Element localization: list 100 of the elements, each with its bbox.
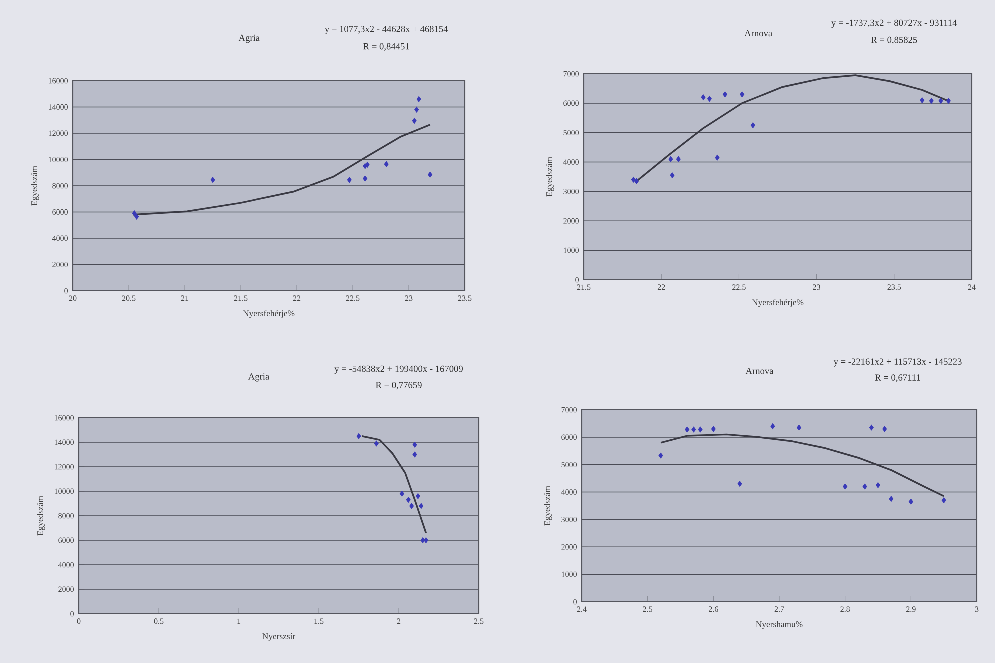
y-tick-label: 4000	[52, 236, 68, 242]
x-tick-label: 22.5	[346, 296, 360, 302]
x-tick-label: 2	[397, 618, 401, 624]
y-tick-label: 6000	[562, 434, 577, 440]
point	[738, 481, 742, 487]
text: R = 0,77659	[376, 382, 422, 390]
text: y = -1737,3x2 + 80727x - 931114	[832, 20, 958, 28]
x-tick-label: 0	[77, 618, 81, 624]
point	[942, 498, 946, 504]
point	[412, 118, 417, 124]
point	[414, 106, 420, 113]
y-tick-label: 12000	[49, 130, 68, 136]
point	[374, 440, 379, 447]
point	[631, 177, 636, 183]
y-tick-label: 0	[574, 599, 577, 605]
y-tick-label: 1000	[564, 248, 579, 254]
y-tick-label: 14000	[55, 440, 74, 446]
x-tick-label: 23.5	[458, 296, 472, 302]
y-tick-label: 4000	[561, 490, 577, 495]
chart-title: Arnova	[744, 30, 772, 37]
y-tick-label: 12000	[55, 464, 74, 470]
x-tick-label: 3	[975, 606, 979, 612]
y-axis-title: Egyedszám	[546, 157, 554, 197]
x-tick-label: 24	[968, 284, 976, 290]
point	[210, 177, 216, 184]
y-tick-label: 8000	[52, 183, 68, 189]
point	[711, 426, 716, 432]
y-tick-label: 0	[576, 277, 579, 283]
x-tick-label: 22.5	[732, 284, 746, 290]
point	[428, 172, 433, 178]
x-tick-label: 2.7	[774, 606, 784, 612]
x-tick-label: 21	[181, 296, 189, 301]
point	[770, 424, 776, 430]
x-tick-label: 22	[293, 296, 301, 301]
y-tick-label: 5000	[564, 130, 579, 136]
point	[869, 424, 874, 431]
y-tick-label: 8000	[58, 513, 74, 519]
point	[843, 484, 848, 490]
point	[132, 210, 137, 216]
y-tick-label: 0	[70, 611, 74, 617]
point	[416, 493, 420, 500]
y-tick-label: 16000	[55, 415, 74, 421]
y-tick-label: 6000	[58, 538, 74, 544]
text: R = 0,85825	[871, 36, 918, 45]
chart-title: Agria	[238, 34, 260, 44]
x-tick-label: 23	[405, 296, 413, 302]
point	[412, 442, 418, 448]
point	[722, 92, 728, 98]
x-tick-label: 2.5	[474, 618, 484, 624]
point	[347, 177, 352, 184]
point	[363, 176, 368, 182]
point	[750, 122, 756, 128]
x-axis-title: Nyersfehérje%	[243, 310, 295, 318]
y-tick-label: 6000	[564, 100, 579, 106]
x-tick-label: 2.9	[906, 606, 916, 612]
point	[740, 92, 745, 98]
y-tick-label: 14000	[49, 104, 68, 110]
text: y = 1077,3x2 - 44628x + 468154	[325, 26, 448, 34]
point	[685, 426, 690, 433]
x-tick-label: 23.5	[888, 284, 902, 290]
point	[701, 94, 706, 100]
point	[929, 98, 934, 104]
y-tick-label: 1000	[562, 572, 577, 578]
x-tick-label: 21.5	[577, 284, 591, 290]
point	[938, 98, 944, 104]
x-tick-label: 21.5	[234, 296, 248, 302]
y-axis-title: Egyedszám	[31, 166, 40, 206]
point	[384, 161, 389, 168]
x-axis-title: Nyershamu%	[756, 621, 803, 630]
text: R = 0,84451	[364, 43, 410, 52]
x-tick-label: 20	[69, 296, 77, 302]
text: R = 0,67111	[875, 374, 920, 382]
y-tick-label: 6000	[52, 210, 68, 215]
point	[419, 503, 424, 510]
text: y = -54838x2 + 199400x - 167009	[334, 366, 463, 374]
y-tick-label: 3000	[562, 516, 577, 522]
point	[698, 426, 703, 433]
point	[406, 497, 411, 503]
y-axis-title: Egyedszám	[544, 486, 552, 526]
y-tick-label: 2000	[52, 262, 68, 268]
y-axis-title: Egyedszám	[37, 496, 46, 536]
x-tick-label: 23	[813, 284, 821, 290]
y-tick-label: 16000	[49, 78, 68, 84]
text: y = -22161x2 + 115713x - 145223	[834, 358, 962, 367]
x-tick-label: 2.4	[577, 606, 587, 612]
point	[882, 426, 888, 432]
x-tick-label: 2.5	[643, 606, 653, 612]
point	[356, 433, 362, 440]
x-tick-label: 1	[238, 618, 241, 624]
point	[920, 98, 925, 104]
point	[707, 96, 712, 102]
x-axis-title: Nyersfehérje%	[752, 299, 804, 308]
x-tick-label: 0.5	[154, 618, 164, 624]
point	[889, 496, 894, 502]
point	[416, 96, 422, 102]
point	[876, 482, 881, 488]
y-tick-label: 5000	[562, 462, 577, 468]
point	[692, 426, 696, 433]
point	[668, 156, 674, 162]
y-tick-label: 10000	[55, 488, 74, 494]
